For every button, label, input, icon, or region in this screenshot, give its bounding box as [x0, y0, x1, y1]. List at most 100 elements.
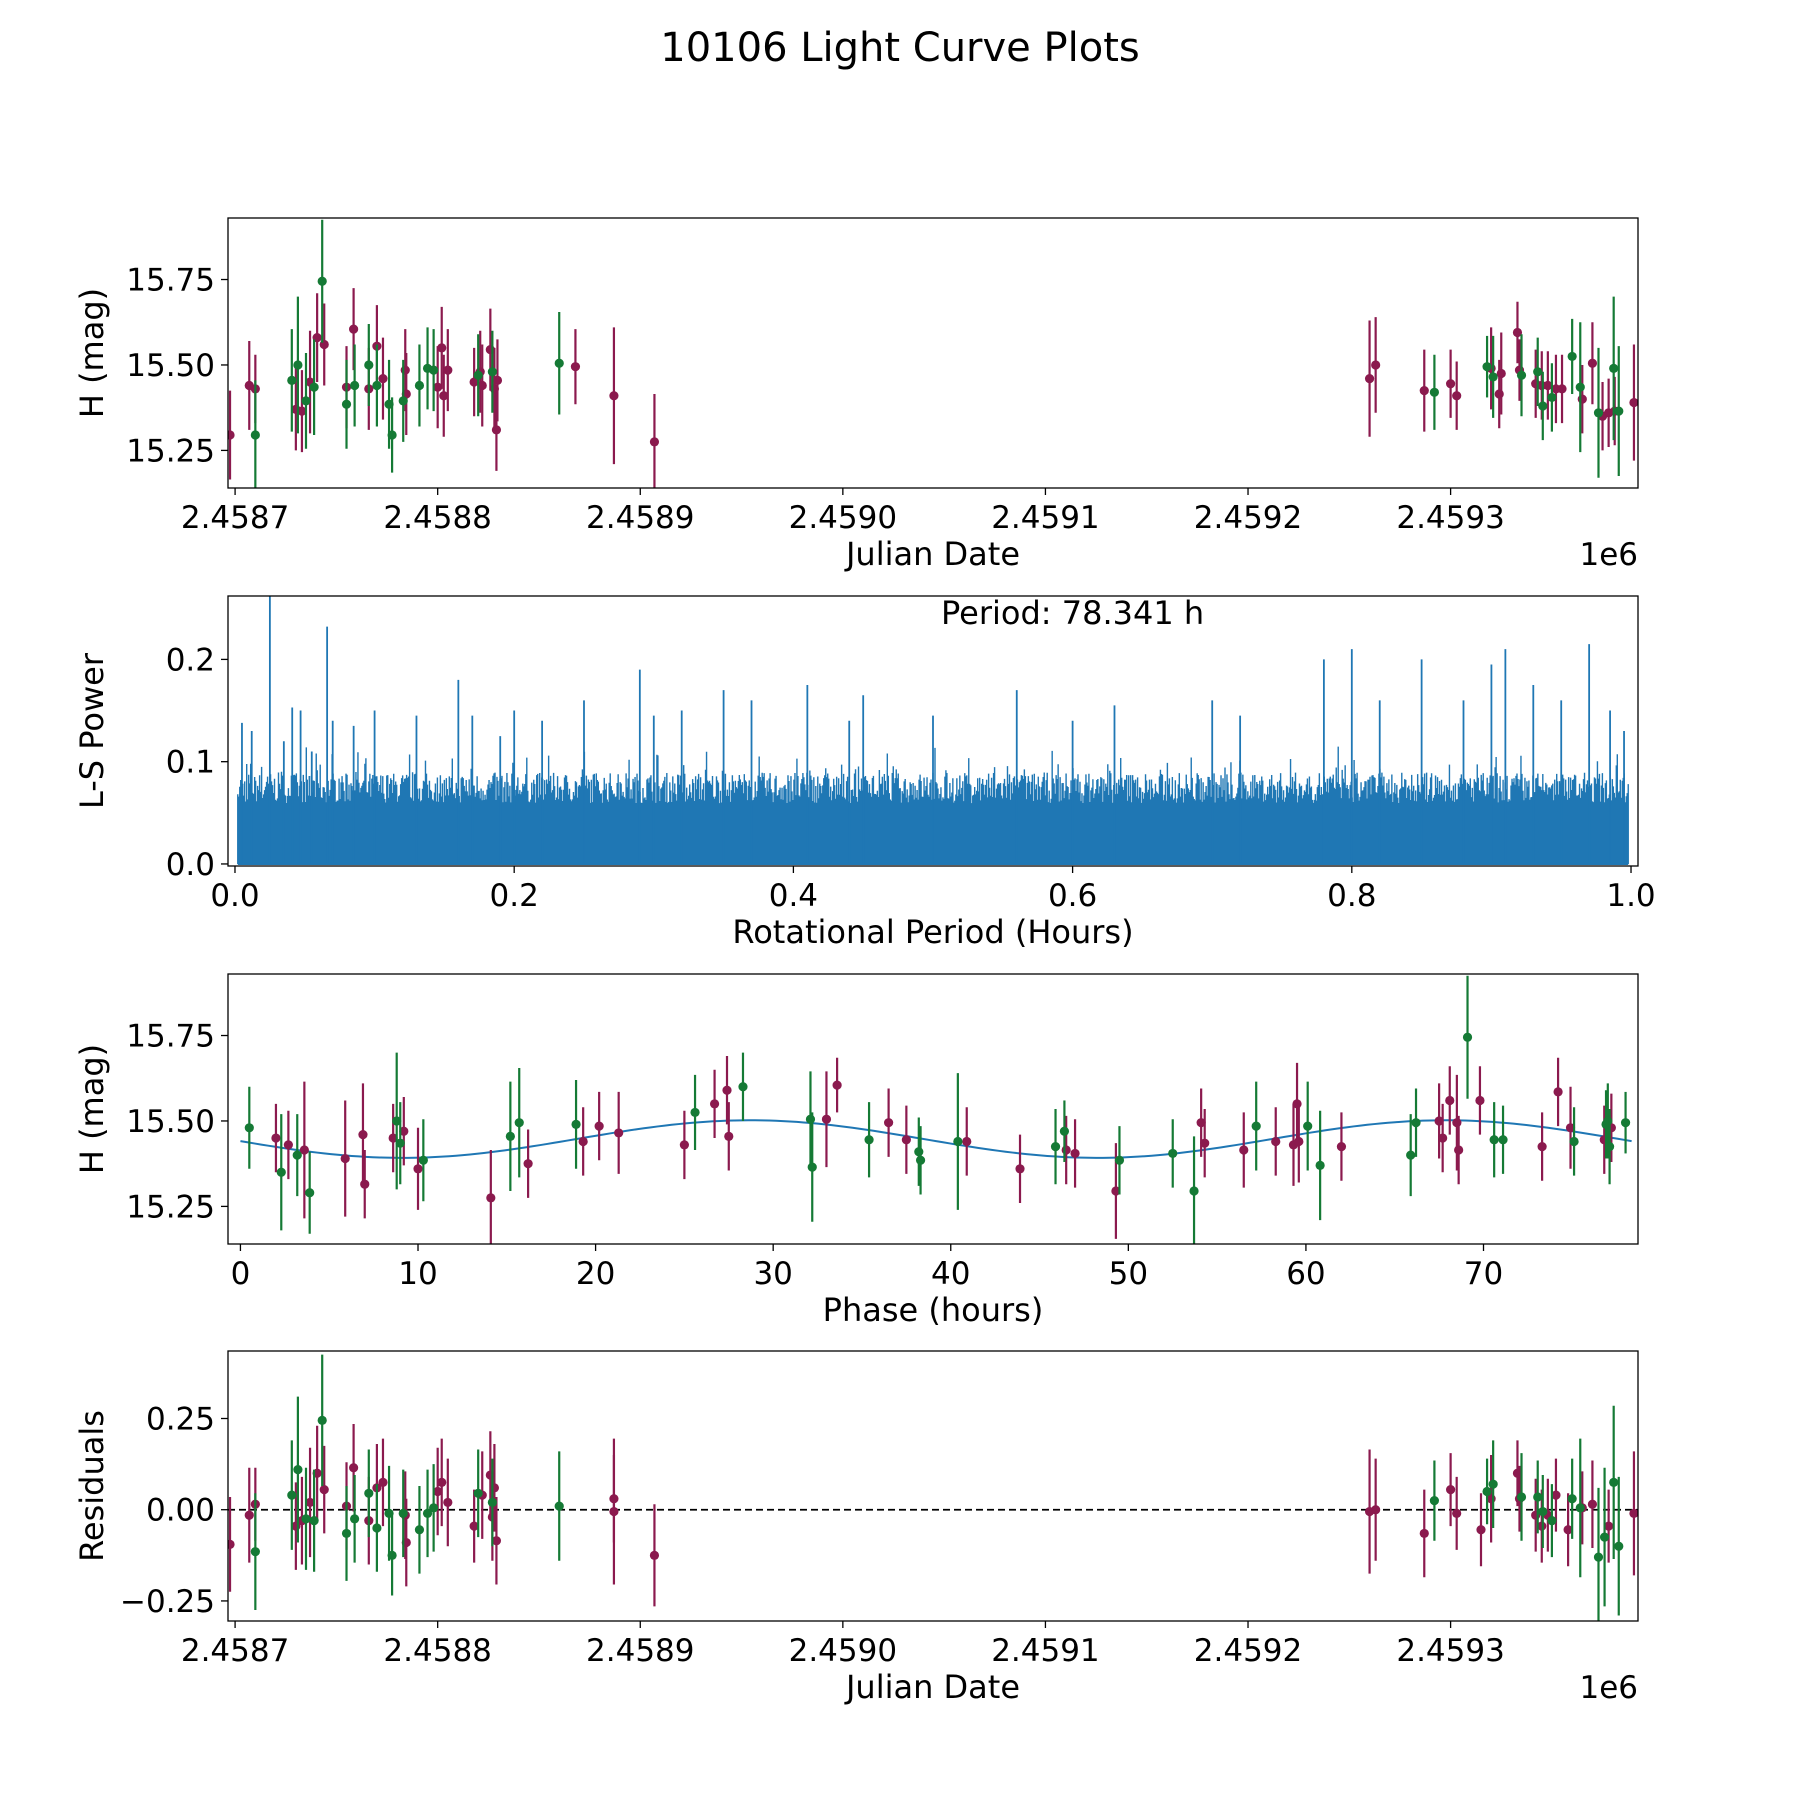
- data-point: [884, 1118, 894, 1128]
- data-point: [1614, 406, 1624, 416]
- data-point: [1543, 380, 1553, 391]
- power-spectrum-band: [237, 746, 1629, 864]
- data-point: [1567, 351, 1577, 362]
- data-point: [250, 430, 260, 440]
- data-point: [1371, 1505, 1381, 1515]
- data-point: [690, 1107, 700, 1118]
- x-tick-label: 2.4589: [586, 1633, 694, 1669]
- x-tick-label: 50: [1109, 1256, 1148, 1292]
- data-point: [821, 1114, 832, 1124]
- data-point: [1189, 1186, 1199, 1196]
- data-point: [1371, 360, 1381, 370]
- data-point: [709, 1099, 720, 1109]
- data-point: [299, 1145, 309, 1155]
- y-tick-label: 0.00: [146, 1493, 215, 1529]
- data-point: [738, 1082, 748, 1092]
- raw-axis-ticks: 2.4587 2.4588 2.4589 2.4590 2.4591 2.4592 2.45…: [126, 263, 1505, 536]
- raw-plot-frame: [227, 217, 1639, 489]
- data-point: [399, 1126, 409, 1136]
- data-point: [1070, 1148, 1080, 1159]
- y-tick-label: 15.75: [126, 1019, 215, 1055]
- data-point: [1565, 1123, 1576, 1133]
- periodogram-marks: [237, 596, 1629, 865]
- data-point: [1294, 1136, 1304, 1147]
- data-point: [1603, 1116, 1613, 1126]
- data-point: [807, 1162, 817, 1172]
- data-point: [864, 1135, 874, 1145]
- data-point: [1498, 1135, 1508, 1145]
- data-point: [1336, 1141, 1347, 1152]
- data-point: [319, 339, 329, 350]
- raw-y-axis-label: H (mag): [73, 288, 111, 418]
- x-tick-label: 20: [576, 1256, 615, 1292]
- data-point: [1200, 1138, 1210, 1148]
- data-point: [1446, 379, 1456, 389]
- data-point: [554, 358, 564, 368]
- periodogram-y-axis-label: L-S Power: [73, 652, 111, 809]
- residuals-plot-frame: [227, 1350, 1639, 1622]
- data-point: [414, 380, 425, 391]
- data-point: [398, 1508, 408, 1518]
- data-point: [250, 1547, 260, 1557]
- data-point: [1609, 363, 1619, 373]
- data-point: [341, 399, 352, 409]
- periodogram-axis-ticks: 0.0 0.2 0.4 0.6 0.8 1.0 0.0 0.1 0.2: [166, 642, 1656, 914]
- data-point: [914, 1147, 924, 1157]
- x-tick-label: 2.4593: [1396, 1633, 1504, 1669]
- data-point: [360, 1179, 370, 1189]
- data-point: [1629, 397, 1638, 408]
- data-point: [805, 1114, 816, 1124]
- data-point: [832, 1080, 842, 1090]
- y-tick-label: 15.50: [126, 348, 215, 384]
- data-point: [443, 365, 453, 375]
- x-tick-label: 2.4590: [789, 500, 897, 536]
- data-point: [1614, 1541, 1624, 1551]
- data-point: [1604, 1521, 1614, 1531]
- data-point: [571, 1119, 581, 1129]
- x-tick-label: 2.4592: [1194, 500, 1302, 536]
- x-tick-label: 70: [1464, 1256, 1503, 1292]
- x-tick-label: 2.4587: [181, 1633, 289, 1669]
- data-point: [554, 1501, 564, 1511]
- data-point: [293, 360, 303, 370]
- data-point: [305, 1497, 315, 1508]
- y-tick-label: 0.25: [146, 1402, 215, 1438]
- data-point: [1419, 385, 1429, 396]
- periodogram-plot-frame: [227, 595, 1639, 867]
- data-point: [469, 377, 479, 387]
- x-tick-label: 2.4590: [789, 1633, 897, 1669]
- data-point: [1015, 1164, 1025, 1174]
- phase-data-marks: [240, 975, 1632, 1244]
- data-point: [649, 437, 660, 447]
- data-point: [1168, 1148, 1178, 1159]
- data-point: [679, 1140, 689, 1150]
- data-point: [491, 1536, 502, 1546]
- data-point: [293, 1464, 303, 1475]
- data-point: [514, 1118, 524, 1128]
- y-tick-label: 0.0: [166, 847, 215, 883]
- data-point: [244, 1510, 254, 1520]
- data-point: [387, 1550, 397, 1560]
- data-point: [491, 425, 502, 435]
- residuals-panel: 2.4587 2.4588 2.4589 2.4590 2.4591 2.4592 2.45…: [73, 1350, 1639, 1706]
- data-point: [1482, 362, 1492, 372]
- periodogram-panel: 0.0 0.2 0.4 0.6 0.8 1.0 0.0 0.1 0.2 Rotational P…: [73, 594, 1656, 951]
- residuals-x-offset-label: 1e6: [1579, 1670, 1638, 1706]
- data-point: [1575, 1503, 1585, 1513]
- data-point: [297, 406, 307, 416]
- x-tick-label: 1.0: [1606, 878, 1655, 914]
- data-point: [378, 374, 388, 384]
- data-point: [228, 430, 235, 440]
- data-point: [1599, 1532, 1610, 1542]
- y-tick-label: 15.25: [126, 433, 215, 469]
- data-point: [392, 1116, 402, 1126]
- x-tick-label: 0.2: [490, 878, 539, 914]
- residuals-x-axis-label: Julian Date: [844, 1668, 1020, 1706]
- x-tick-label: 2.4588: [383, 500, 491, 536]
- x-tick-label: 2.4591: [991, 500, 1099, 536]
- data-point: [340, 1153, 350, 1164]
- data-point: [287, 1490, 297, 1500]
- data-point: [1620, 1118, 1631, 1128]
- data-point: [1452, 1118, 1462, 1128]
- x-tick-label: 0.6: [1048, 878, 1097, 914]
